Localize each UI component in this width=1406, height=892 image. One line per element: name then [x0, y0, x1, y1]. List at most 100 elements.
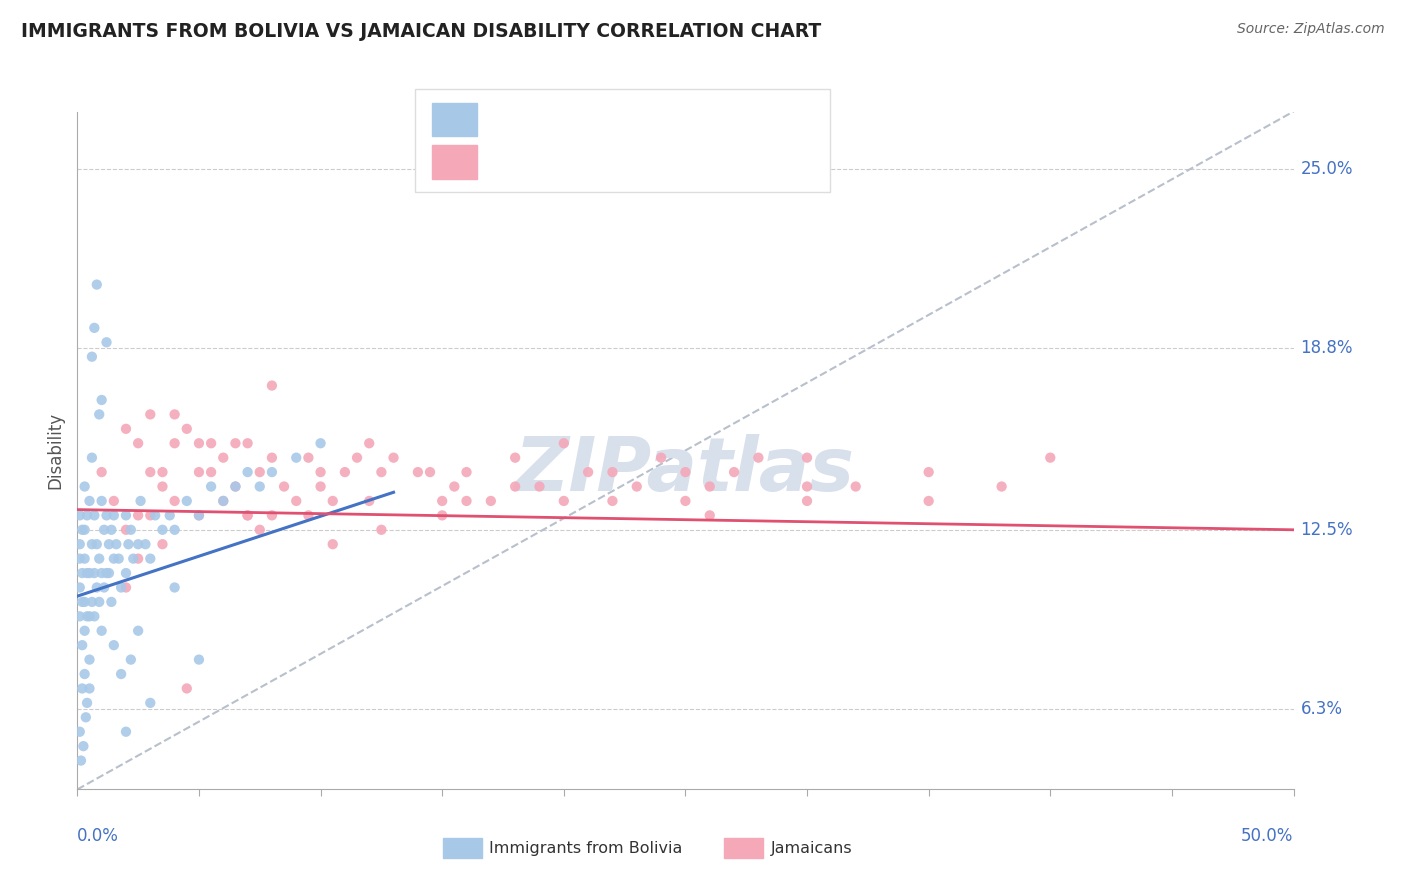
Point [120, 652, 142, 666]
Point [406, 465, 429, 479]
Point [430, 508, 453, 523]
Point [322, 537, 344, 551]
Point [96, 566, 118, 580]
Point [73, 624, 96, 638]
Point [76, 609, 98, 624]
Text: ZIPatlas: ZIPatlas [516, 434, 855, 508]
Text: Jamaicans: Jamaicans [770, 841, 852, 855]
Point [650, 450, 672, 465]
Point [139, 465, 162, 479]
Point [309, 465, 332, 479]
Point [224, 479, 246, 493]
Point [602, 494, 624, 508]
Point [212, 494, 235, 508]
Point [152, 523, 174, 537]
Point [188, 652, 211, 666]
Point [96, 335, 118, 350]
Point [86, 537, 108, 551]
Point [602, 465, 624, 479]
Point [990, 479, 1012, 493]
Point [89, 408, 111, 422]
Point [699, 479, 721, 493]
Point [576, 465, 599, 479]
Point [260, 508, 283, 523]
Point [176, 422, 198, 436]
Point [107, 551, 129, 566]
Point [69, 609, 91, 624]
Point [346, 450, 368, 465]
Point [69, 537, 91, 551]
Point [70, 754, 93, 768]
Point [699, 508, 721, 523]
Point [70, 638, 93, 652]
Point [90, 392, 112, 407]
Point [163, 494, 186, 508]
Point [176, 681, 198, 696]
Point [188, 436, 211, 450]
Point [309, 479, 332, 493]
Point [103, 638, 125, 652]
Point [86, 277, 108, 292]
Point [503, 450, 526, 465]
Point [86, 581, 108, 595]
Point [79, 494, 101, 508]
Point [723, 465, 745, 479]
Point [110, 667, 132, 681]
Point [72, 739, 94, 753]
Point [456, 494, 478, 508]
Point [152, 479, 174, 493]
Point [139, 508, 162, 523]
Point [675, 494, 697, 508]
Point [90, 465, 112, 479]
Point [163, 408, 186, 422]
Point [309, 436, 332, 450]
Point [200, 479, 222, 493]
Point [236, 508, 259, 523]
Point [188, 465, 211, 479]
Point [100, 523, 122, 537]
Point [115, 523, 138, 537]
Text: IMMIGRANTS FROM BOLIVIA VS JAMAICAN DISABILITY CORRELATION CHART: IMMIGRANTS FROM BOLIVIA VS JAMAICAN DISA… [21, 22, 821, 41]
Point [370, 523, 392, 537]
Point [83, 321, 105, 335]
Point [83, 566, 105, 580]
Point [115, 581, 138, 595]
Point [163, 581, 186, 595]
Point [553, 436, 575, 450]
Point [188, 508, 211, 523]
Point [200, 465, 222, 479]
Text: 0.0%: 0.0% [77, 827, 120, 845]
Point [69, 724, 91, 739]
Point [80, 350, 103, 364]
Point [443, 479, 465, 493]
Point [359, 494, 381, 508]
Point [796, 479, 818, 493]
Text: 6.3%: 6.3% [1301, 699, 1343, 718]
Point [69, 581, 91, 595]
Point [430, 494, 453, 508]
Point [83, 609, 105, 624]
Point [139, 408, 162, 422]
Point [127, 436, 149, 450]
Text: R = -0.043   N = 82: R = -0.043 N = 82 [488, 153, 665, 171]
Point [224, 436, 246, 450]
Point [89, 551, 111, 566]
Point [159, 508, 181, 523]
Point [139, 551, 162, 566]
Point [152, 465, 174, 479]
Point [97, 537, 120, 551]
Point [285, 450, 308, 465]
Point [796, 494, 818, 508]
Point [90, 494, 112, 508]
Point [103, 551, 125, 566]
Point [70, 523, 93, 537]
Point [134, 537, 156, 551]
Point [260, 465, 283, 479]
Point [115, 724, 138, 739]
Text: 18.8%: 18.8% [1301, 339, 1353, 357]
Point [236, 436, 259, 450]
Point [73, 667, 96, 681]
Point [224, 479, 246, 493]
Point [236, 508, 259, 523]
Point [93, 523, 115, 537]
